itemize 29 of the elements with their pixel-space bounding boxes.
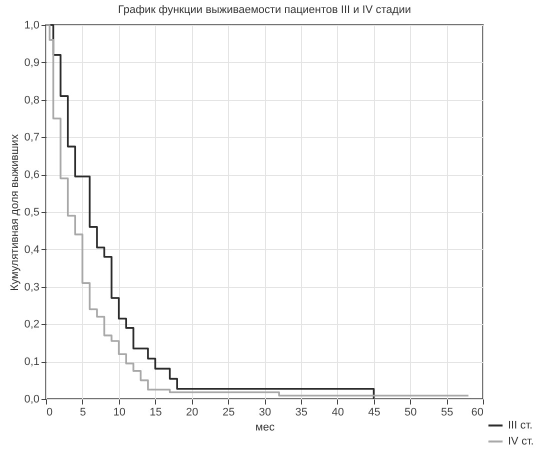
y-axis-title: Кумулятивная доля выживших [9, 134, 22, 291]
y-tick-label: 0,7 [24, 132, 40, 144]
y-tick-label: 0,9 [24, 56, 40, 69]
x-tick-label: 25 [222, 406, 235, 418]
x-tick-label: 45 [368, 406, 380, 418]
x-tick-label: 10 [113, 406, 126, 418]
y-tick-label: 0,3 [24, 281, 40, 294]
x-tick-label: 20 [186, 406, 198, 418]
y-tick-label: 0,8 [24, 94, 40, 106]
x-tick-label: 35 [295, 406, 308, 418]
x-axis-title: мес [255, 422, 276, 434]
x-tick-label: 50 [404, 406, 417, 418]
y-tick-label: 0,2 [24, 318, 40, 331]
legend-label: III ст. [508, 420, 533, 432]
x-tick-label: 40 [332, 406, 344, 418]
x-tick-label: 0 [46, 406, 53, 418]
y-tick-label: 1,0 [24, 20, 40, 32]
y-tick-label: 0,4 [24, 244, 40, 256]
y-tick-label: 0,0 [24, 394, 40, 406]
chart-title: График функции выживаемости пациентов III и IV стадии [118, 4, 411, 16]
x-tick-label: 30 [258, 406, 272, 418]
x-tick-label: 60 [471, 406, 484, 418]
y-tick-label: 0,1 [24, 356, 40, 368]
legend-label: IV ст. [508, 436, 534, 448]
y-tick-label: 0,6 [24, 169, 40, 182]
x-tick-label: 15 [150, 406, 162, 418]
y-tick-label: 0,5 [24, 206, 40, 218]
x-tick-label: 5 [80, 406, 86, 418]
x-tick-label: 55 [440, 406, 454, 418]
